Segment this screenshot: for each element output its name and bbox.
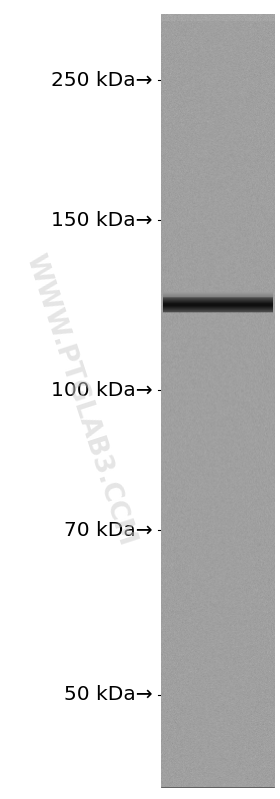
Text: 100 kDa→: 100 kDa→ <box>51 380 153 400</box>
Text: 70 kDa→: 70 kDa→ <box>64 520 153 539</box>
Text: WWW.PTGLAB3.CCM: WWW.PTGLAB3.CCM <box>20 250 139 549</box>
Text: 150 kDa→: 150 kDa→ <box>51 210 153 229</box>
Text: 250 kDa→: 250 kDa→ <box>51 70 153 89</box>
Text: 50 kDa→: 50 kDa→ <box>64 686 153 705</box>
